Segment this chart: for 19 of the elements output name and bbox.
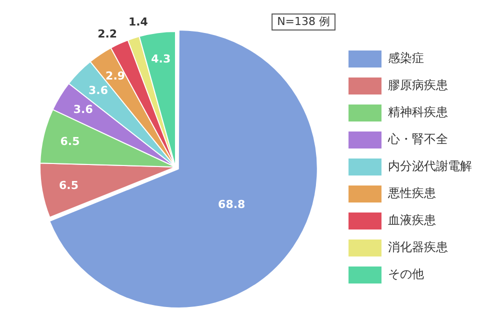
data-label: 68.8 [218, 198, 246, 211]
legend-label: 膠原病疾患 [388, 78, 448, 92]
legend-label: その他 [388, 267, 424, 282]
legend-label: 消化器疾患 [388, 240, 448, 254]
text: N=138 例 [277, 14, 330, 28]
data-label: 2.9 [106, 70, 126, 83]
data-label: 6.5 [60, 134, 80, 148]
legend-label: 感染症 [388, 51, 424, 66]
data-label: 2.2 [98, 27, 118, 40]
legend-label: 悪性疾患 [387, 186, 436, 200]
legend-label: 血液疾患 [388, 213, 436, 228]
legend-label: 心・腎不全 [387, 132, 448, 146]
data-label: 6.5 [59, 178, 79, 192]
legend-label: 内分泌代謝電解 [388, 159, 472, 174]
data-label: 1.4 [128, 16, 148, 29]
data-label: 4.3 [151, 52, 171, 66]
legend-label: 精神科疾患 [388, 105, 448, 120]
data-label: 3.6 [88, 84, 108, 97]
data-label: 3.6 [73, 103, 94, 116]
